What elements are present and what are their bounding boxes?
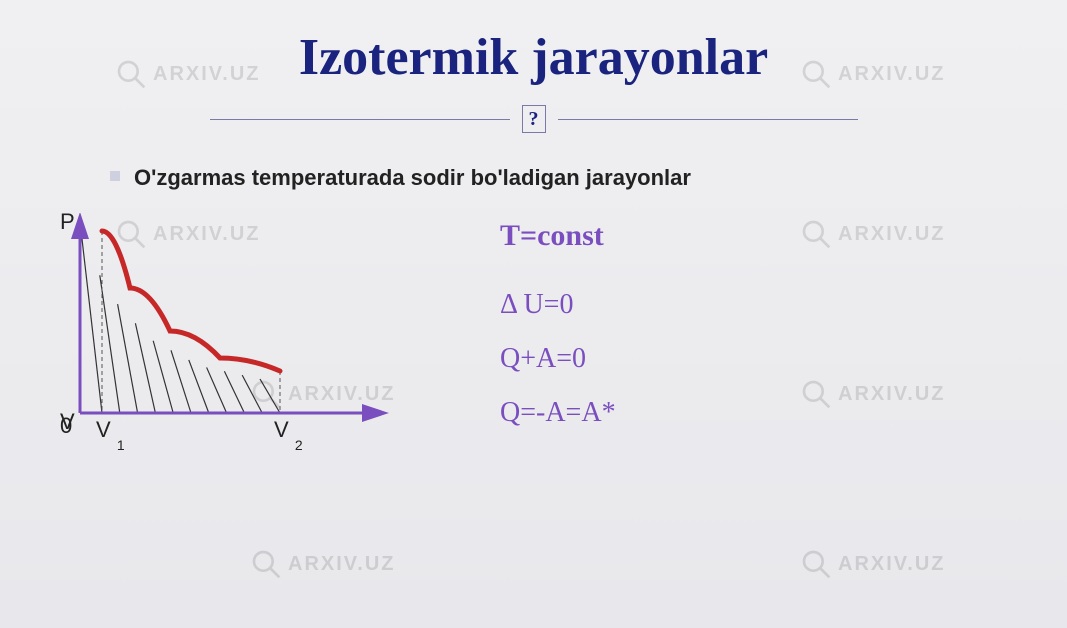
content-area: O'zgarmas temperaturada sodir bo'ladigan… [0, 163, 1067, 193]
watermark-text: ARXIV.UZ [838, 553, 946, 576]
equation-2: Q+A=0 [500, 343, 1067, 375]
lower-section: P 0 V V 1 V 2 T=const Δ U=0 Q+A=0 Q=-A=A… [0, 213, 1067, 458]
divider-symbol: ? [529, 108, 539, 131]
x-tick-v1-label: V [96, 417, 111, 442]
watermark-text: ARXIV.UZ [288, 553, 396, 576]
divider-line-left [210, 119, 510, 120]
t-const-equation: T=const [500, 219, 1067, 253]
x-axis-label: V [60, 409, 75, 435]
equation-3: Q=-A=A* [500, 397, 1067, 429]
bullet-text: O'zgarmas temperaturada sodir bo'ladigan… [134, 163, 691, 193]
x-tick-v1-sub: 1 [117, 437, 125, 453]
pv-chart: P 0 V V 1 V 2 [60, 213, 480, 458]
x-tick-v1: V 1 [96, 417, 125, 445]
x-tick-v2-sub: 2 [295, 437, 303, 453]
watermark: ARXIV.UZ [250, 548, 396, 580]
bullet-item: O'zgarmas temperaturada sodir bo'ladigan… [110, 163, 957, 193]
title-divider: ? [0, 105, 1067, 133]
divider-symbol-box: ? [522, 105, 546, 133]
equations-block: T=const Δ U=0 Q+A=0 Q=-A=A* [480, 213, 1067, 458]
y-axis-label: P [60, 209, 75, 235]
divider-line-right [558, 119, 858, 120]
bullet-marker-icon [110, 171, 120, 181]
equation-1: Δ U=0 [500, 289, 1067, 321]
x-tick-v2-label: V [274, 417, 289, 442]
watermark: ARXIV.UZ [800, 548, 946, 580]
page-title: Izotermik jarayonlar [0, 28, 1067, 87]
x-tick-v2: V 2 [274, 417, 303, 445]
